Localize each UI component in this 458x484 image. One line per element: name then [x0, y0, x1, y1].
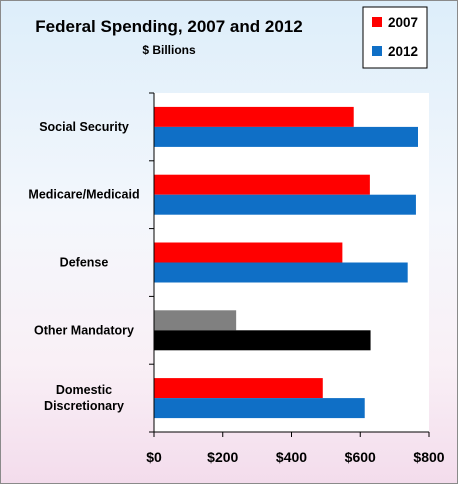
- category-label-other-mandatory: Other Mandatory: [34, 323, 134, 337]
- bar-other-mandatory-2007: [154, 310, 237, 331]
- bar-defense-2012: [154, 262, 408, 283]
- bar-domestic-discretionary-2012: [154, 398, 365, 419]
- bar-medicare-medicaid-2007: [154, 174, 370, 195]
- bar-social-security-2007: [154, 106, 354, 127]
- legend-label-2012: 2012: [388, 44, 418, 59]
- bar-social-security-2012: [154, 126, 418, 147]
- chart-subtitle: $ Billions: [142, 43, 196, 57]
- x-tick-label: $800: [413, 449, 444, 465]
- chart-title: Federal Spending, 2007 and 2012: [35, 17, 302, 36]
- category-label-domestic-discretionary-line1: Domestic: [56, 383, 112, 397]
- legend-label-2007: 2007: [388, 15, 418, 30]
- category-label-defense: Defense: [60, 256, 109, 270]
- legend-swatch-2007: [372, 17, 382, 27]
- category-label-medicare-medicaid: Medicare/Medicaid: [28, 188, 139, 202]
- x-tick-label: $600: [345, 449, 376, 465]
- legend: 2007 2012: [362, 6, 428, 69]
- bar-other-mandatory-2012: [154, 330, 371, 351]
- x-tick-label: $400: [276, 449, 307, 465]
- axes-layer: [149, 92, 430, 437]
- bar-domestic-discretionary-2007: [154, 378, 323, 399]
- legend-swatch-2012: [372, 46, 382, 56]
- bar-defense-2007: [154, 242, 343, 263]
- bar-medicare-medicaid-2012: [154, 194, 416, 215]
- category-label-domestic-discretionary-line2: Discretionary: [44, 399, 124, 413]
- labels-layer: Social Security Medicare/Medicaid Defense O…: [28, 120, 444, 465]
- x-tick-label: $0: [146, 449, 162, 465]
- x-tick-label: $200: [207, 449, 238, 465]
- category-label-social-security: Social Security: [39, 120, 129, 134]
- bars-layer: [154, 106, 418, 419]
